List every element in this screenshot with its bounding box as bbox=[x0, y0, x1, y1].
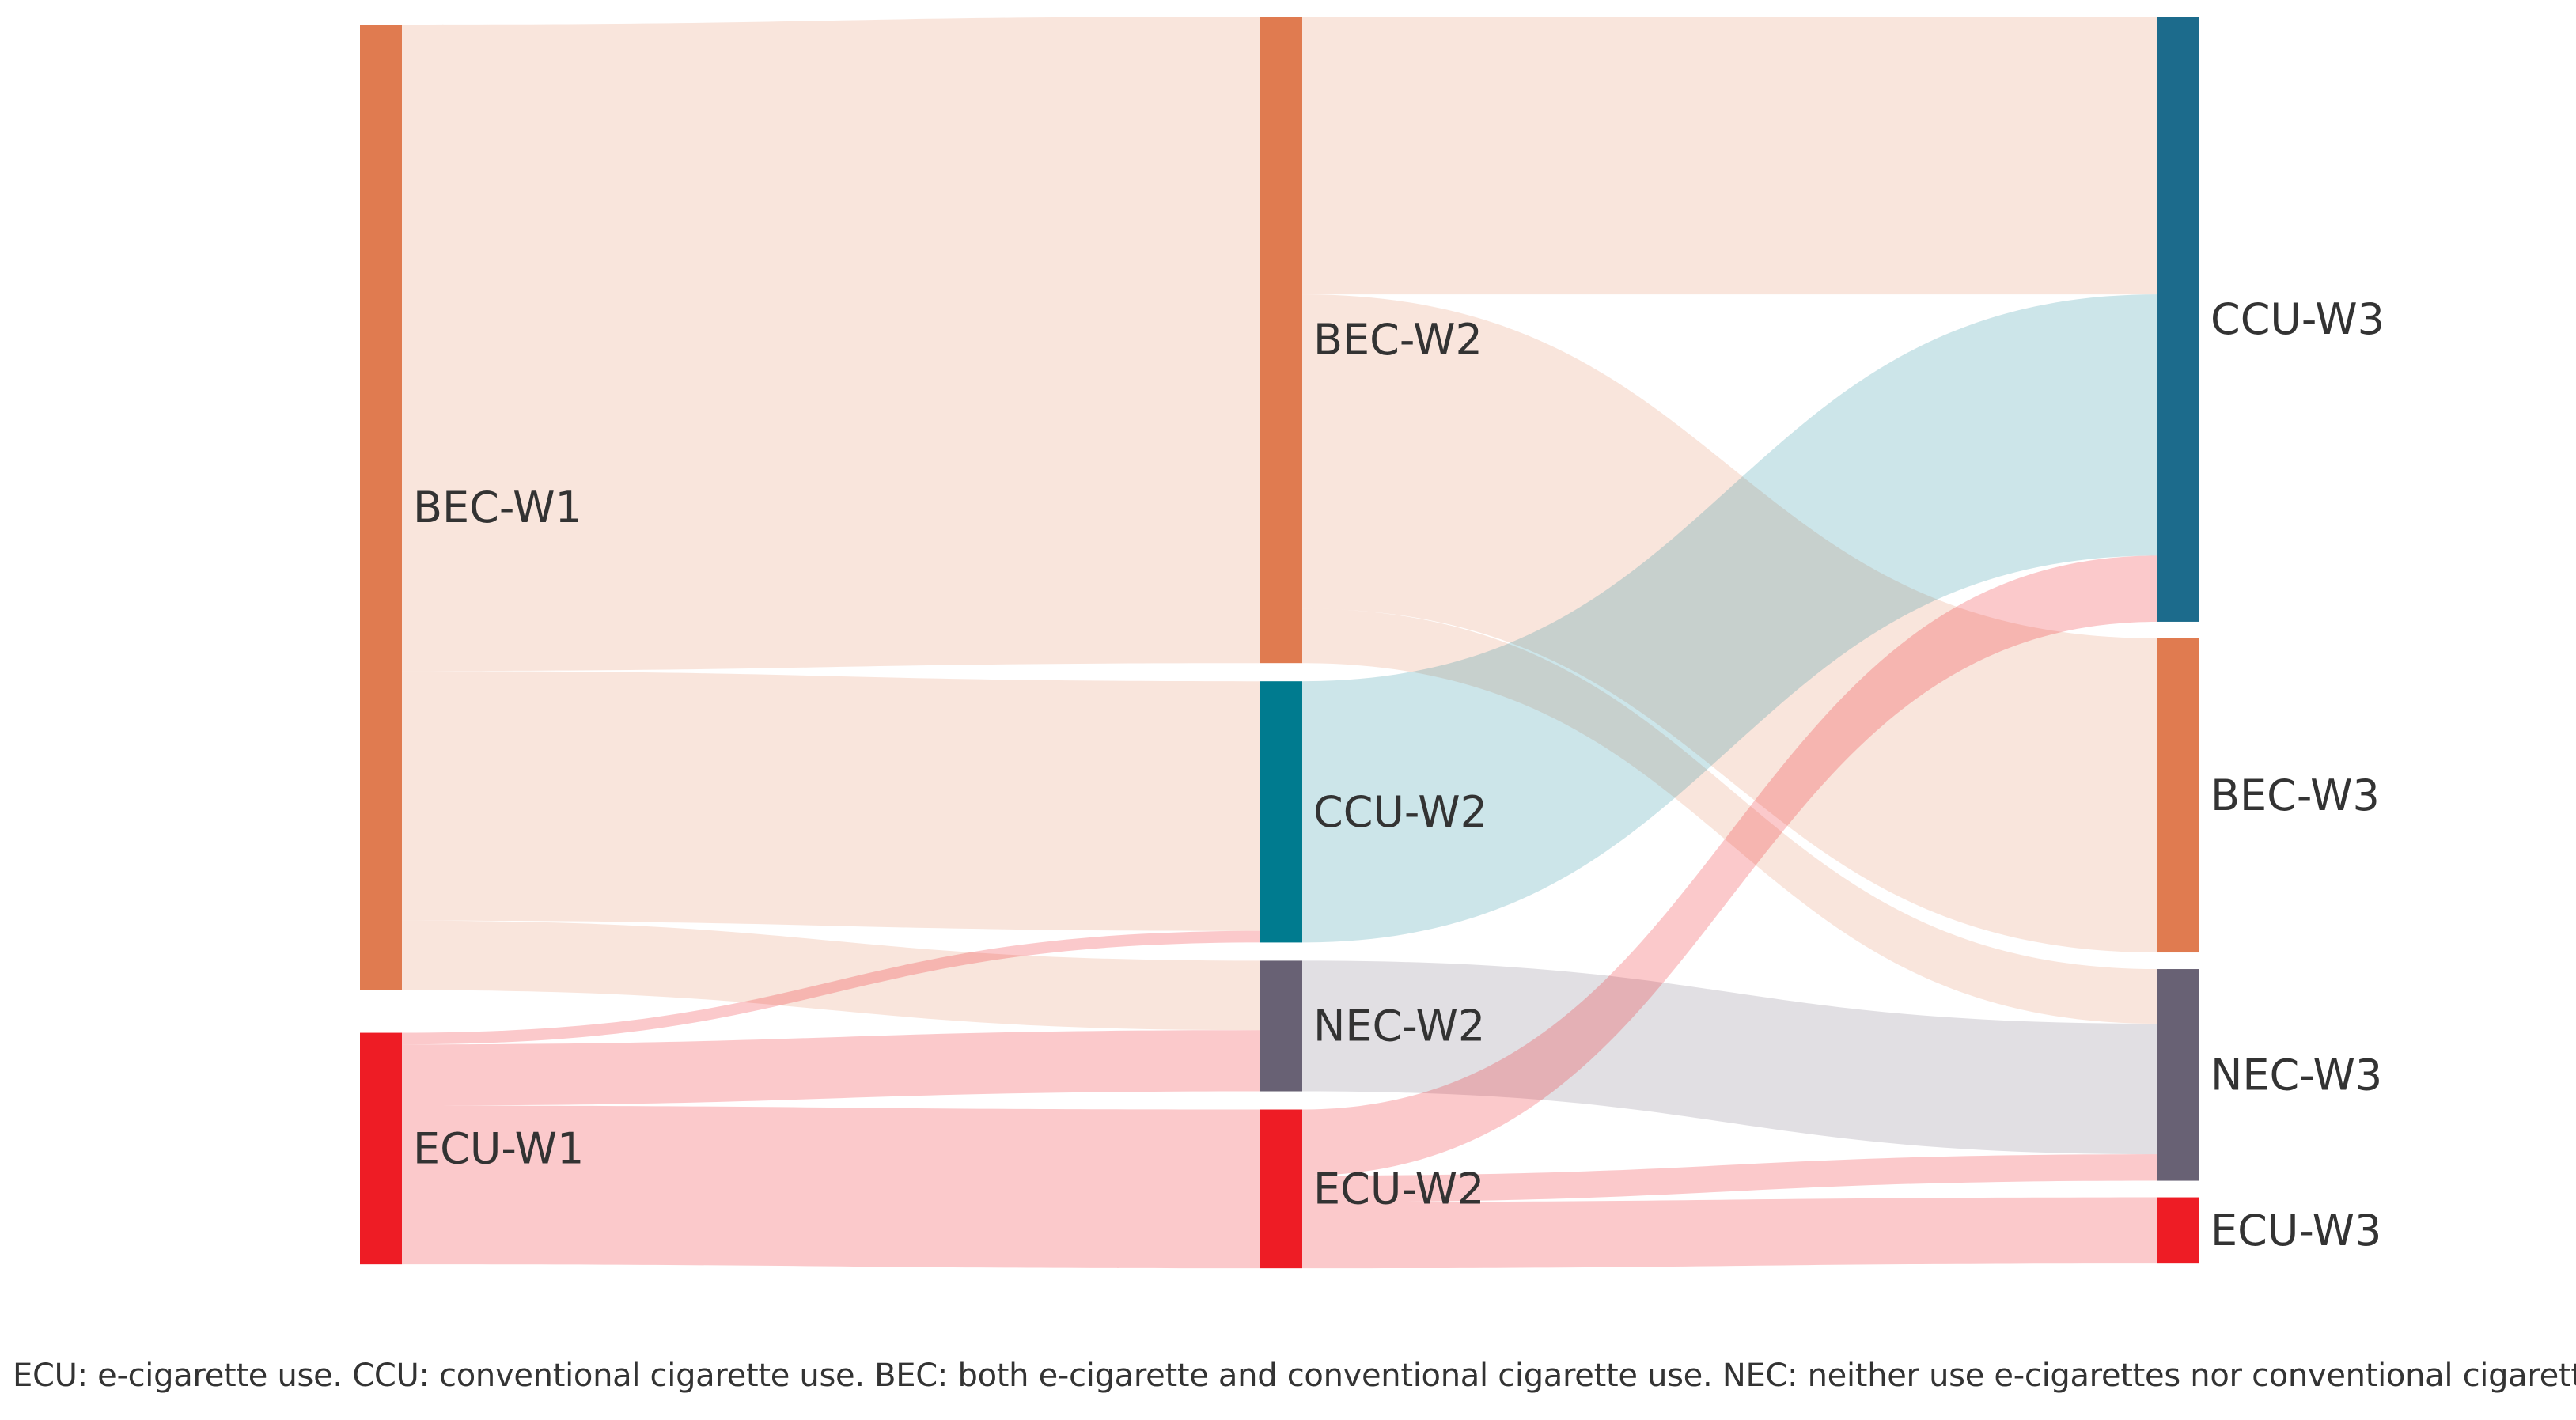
node-nec-w2 bbox=[1260, 960, 1302, 1092]
link-ecu-w1-to-ccu-w2 bbox=[402, 930, 1260, 1045]
link-nec-w2-to-nec-w3 bbox=[1302, 960, 2157, 1155]
node-ecu-w3 bbox=[2157, 1197, 2199, 1264]
link-ecu-w1-to-ecu-w2 bbox=[402, 1105, 1260, 1269]
node-label-bec-w2: BEC-W2 bbox=[1313, 315, 1483, 365]
link-ecu-w1-to-nec-w2 bbox=[402, 1030, 1260, 1106]
link-bec-w2-to-bec-w3 bbox=[1302, 294, 2157, 953]
link-bec-w2-to-ccu-w3 bbox=[1302, 17, 2157, 295]
node-label-nec-w2: NEC-W2 bbox=[1313, 1001, 1485, 1051]
node-nec-w3 bbox=[2157, 969, 2199, 1181]
node-bec-w3 bbox=[2157, 638, 2199, 953]
link-ccu-w2-to-ccu-w3 bbox=[1302, 294, 2157, 943]
node-label-bec-w3: BEC-W3 bbox=[2210, 771, 2380, 820]
node-bec-w1 bbox=[360, 25, 402, 990]
link-ecu-w2-to-nec-w3 bbox=[1302, 1154, 2157, 1202]
node-label-bec-w1: BEC-W1 bbox=[413, 483, 582, 532]
link-ecu-w2-to-ccu-w3 bbox=[1302, 555, 2157, 1176]
node-label-ecu-w3: ECU-W3 bbox=[2210, 1206, 2381, 1255]
link-bec-w1-to-bec-w2 bbox=[402, 17, 1260, 672]
node-label-ecu-w1: ECU-W1 bbox=[413, 1123, 584, 1173]
node-label-ccu-w2: CCU-W2 bbox=[1313, 787, 1487, 837]
link-bec-w2-to-nec-w3 bbox=[1302, 608, 2157, 1024]
node-labels: BEC-W1 ECU-W1 BEC-W2 CCU-W2 NEC-W2 ECU-W2 CCU-… bbox=[413, 294, 2385, 1255]
links bbox=[402, 17, 2157, 1269]
node-label-ecu-w2: ECU-W2 bbox=[1313, 1164, 1484, 1214]
node-ecu-w1 bbox=[360, 1032, 402, 1265]
node-label-nec-w3: NEC-W3 bbox=[2210, 1050, 2382, 1100]
link-bec-w1-to-nec-w2 bbox=[402, 920, 1260, 1031]
node-ccu-w2 bbox=[1260, 681, 1302, 943]
node-bec-w2 bbox=[1260, 17, 1302, 664]
footnote: ECU: e-cigarette use. CCU: conventional … bbox=[13, 1358, 2576, 1394]
nodes bbox=[360, 17, 2199, 1269]
node-ecu-w2 bbox=[1260, 1109, 1302, 1269]
link-bec-w1-to-ccu-w2 bbox=[402, 671, 1260, 931]
link-ecu-w2-to-ecu-w3 bbox=[1302, 1197, 2157, 1269]
node-ccu-w3 bbox=[2157, 17, 2199, 622]
node-label-ccu-w3: CCU-W3 bbox=[2210, 294, 2385, 344]
